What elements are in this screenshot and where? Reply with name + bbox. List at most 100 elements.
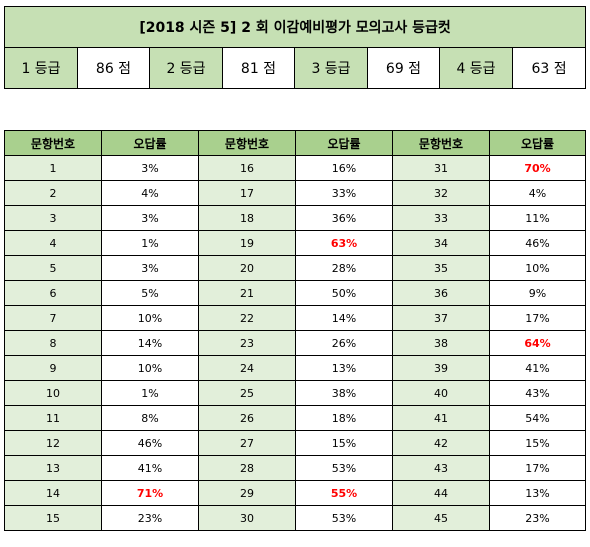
grade-score: 63 점: [511, 47, 587, 89]
question-number-cell: 6: [4, 280, 102, 306]
grade-cut-table: [2018 시즌 5] 2 회 이감예비평가 모의고사 등급컷 1 등급 86 …: [3, 6, 587, 89]
question-number-cell: 11: [4, 405, 102, 431]
error-rate-cell: 28%: [295, 255, 393, 281]
error-rate-cell: 16%: [295, 155, 393, 181]
table-row: 9 10% 24 13% 39 41%: [4, 355, 586, 381]
error-rate-cell: 15%: [295, 430, 393, 456]
question-number-cell: 22: [198, 305, 296, 331]
question-number-cell: 16: [198, 155, 296, 181]
table-row: 1 3% 16 16% 31 70%: [4, 155, 586, 181]
error-rate-cell: 54%: [489, 405, 586, 431]
question-number-cell: 24: [198, 355, 296, 381]
column-header-question: 문항번호: [392, 130, 490, 156]
grade-score: 69 점: [367, 47, 440, 89]
error-rate-cell: 53%: [295, 455, 393, 481]
question-number-cell: 45: [392, 505, 490, 531]
question-number-cell: 1: [4, 155, 102, 181]
error-rate-cell: 41%: [101, 455, 199, 481]
error-rate-cell: 4%: [101, 180, 199, 206]
question-number-cell: 25: [198, 380, 296, 406]
question-number-cell: 31: [392, 155, 490, 181]
error-rate-cell: 36%: [295, 205, 393, 231]
table-row: 6 5% 21 50% 36 9%: [4, 280, 586, 306]
error-rate-cell: 71%: [101, 480, 199, 506]
question-number-cell: 19: [198, 230, 296, 256]
question-number-cell: 33: [392, 205, 490, 231]
page-title: [2018 시즌 5] 2 회 이감예비평가 모의고사 등급컷: [3, 6, 587, 48]
error-rate-cell: 46%: [101, 430, 199, 456]
error-rate-cell: 63%: [295, 230, 393, 256]
question-number-cell: 30: [198, 505, 296, 531]
error-rate-cell: 14%: [295, 305, 393, 331]
question-number-cell: 8: [4, 330, 102, 356]
grade-label: 3 등급: [294, 47, 368, 89]
error-rate-cell: 11%: [489, 205, 586, 231]
question-number-cell: 21: [198, 280, 296, 306]
question-number-cell: 27: [198, 430, 296, 456]
column-header-error-rate: 오답률: [295, 130, 393, 156]
table-row: 4 1% 19 63% 34 46%: [4, 230, 586, 256]
error-rate-cell: 14%: [101, 330, 199, 356]
question-number-cell: 34: [392, 230, 490, 256]
error-rate-cell: 70%: [489, 155, 586, 181]
question-number-cell: 12: [4, 430, 102, 456]
question-number-cell: 7: [4, 305, 102, 331]
error-rate-cell: 5%: [101, 280, 199, 306]
error-rate-cell: 10%: [489, 255, 586, 281]
question-number-cell: 18: [198, 205, 296, 231]
error-rate-cell: 8%: [101, 405, 199, 431]
question-number-cell: 37: [392, 305, 490, 331]
question-number-cell: 36: [392, 280, 490, 306]
error-rate-cell: 38%: [295, 380, 393, 406]
question-number-cell: 2: [4, 180, 102, 206]
question-number-cell: 40: [392, 380, 490, 406]
column-header-question: 문항번호: [4, 130, 102, 156]
table-row: 12 46% 27 15% 42 15%: [4, 430, 586, 456]
table-row: 8 14% 23 26% 38 64%: [4, 330, 586, 356]
error-rate-cell: 33%: [295, 180, 393, 206]
table-row: 13 41% 28 53% 43 17%: [4, 455, 586, 481]
error-rate-cell: 9%: [489, 280, 586, 306]
error-rate-cell: 13%: [295, 355, 393, 381]
question-number-cell: 29: [198, 480, 296, 506]
column-header-error-rate: 오답률: [489, 130, 586, 156]
grade-score: 81 점: [222, 47, 295, 89]
table-row: 11 8% 26 18% 41 54%: [4, 405, 586, 431]
question-number-cell: 44: [392, 480, 490, 506]
grade-label: 2 등급: [149, 47, 223, 89]
error-rate-cell: 64%: [489, 330, 586, 356]
question-number-cell: 41: [392, 405, 490, 431]
table-row: 3 3% 18 36% 33 11%: [4, 205, 586, 231]
error-rate-cell: 1%: [101, 230, 199, 256]
question-number-cell: 42: [392, 430, 490, 456]
error-rate-cell: 46%: [489, 230, 586, 256]
error-rate-cell: 3%: [101, 205, 199, 231]
error-rate-cell: 17%: [489, 455, 586, 481]
error-rate-cell: 13%: [489, 480, 586, 506]
question-number-cell: 39: [392, 355, 490, 381]
question-number-cell: 28: [198, 455, 296, 481]
error-rate-cell: 4%: [489, 180, 586, 206]
error-rate-cell: 3%: [101, 255, 199, 281]
error-rate-cell: 26%: [295, 330, 393, 356]
error-rate-cell: 55%: [295, 480, 393, 506]
error-rate-cell: 1%: [101, 380, 199, 406]
error-rate-cell: 18%: [295, 405, 393, 431]
question-number-cell: 38: [392, 330, 490, 356]
grade-label: 1 등급: [4, 47, 78, 89]
error-rate-cell: 53%: [295, 505, 393, 531]
table-row: 10 1% 25 38% 40 43%: [4, 380, 586, 406]
table-row: 14 71% 29 55% 44 13%: [4, 480, 586, 506]
table-row: 5 3% 20 28% 35 10%: [4, 255, 586, 281]
grade-cut-row: 1 등급 86 점 2 등급 81 점 3 등급 69 점 4 등급 63 점: [4, 47, 587, 89]
question-number-cell: 15: [4, 505, 102, 531]
error-rate-cell: 17%: [489, 305, 586, 331]
question-number-cell: 13: [4, 455, 102, 481]
question-number-cell: 17: [198, 180, 296, 206]
question-number-cell: 35: [392, 255, 490, 281]
error-rate-cell: 10%: [101, 355, 199, 381]
table-header-row: 문항번호 오답률 문항번호 오답률 문항번호 오답률: [4, 130, 586, 156]
question-number-cell: 5: [4, 255, 102, 281]
question-number-cell: 4: [4, 230, 102, 256]
column-header-question: 문항번호: [198, 130, 296, 156]
